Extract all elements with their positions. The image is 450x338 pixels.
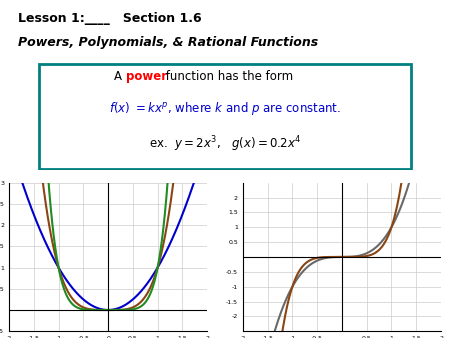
Text: Powers, Polynomials, & Rational Functions: Powers, Polynomials, & Rational Function…	[18, 36, 318, 49]
FancyBboxPatch shape	[39, 64, 411, 169]
Text: $\mathit{f}$($\mathit{x}$) $= \mathbf{\mathit{kx^p}}$, where $\mathit{k}$ and $\: $\mathit{f}$($\mathit{x}$) $= \mathbf{\m…	[109, 100, 341, 117]
Text: ex.  $y = 2x^3$,   $g(x) = 0.2x^4$: ex. $y = 2x^3$, $g(x) = 0.2x^4$	[148, 134, 302, 154]
Text: Lesson 1:____   Section 1.6: Lesson 1:____ Section 1.6	[18, 12, 201, 25]
Text: power: power	[126, 71, 167, 83]
Text: A: A	[114, 71, 126, 83]
Text: function has the form: function has the form	[162, 71, 293, 83]
